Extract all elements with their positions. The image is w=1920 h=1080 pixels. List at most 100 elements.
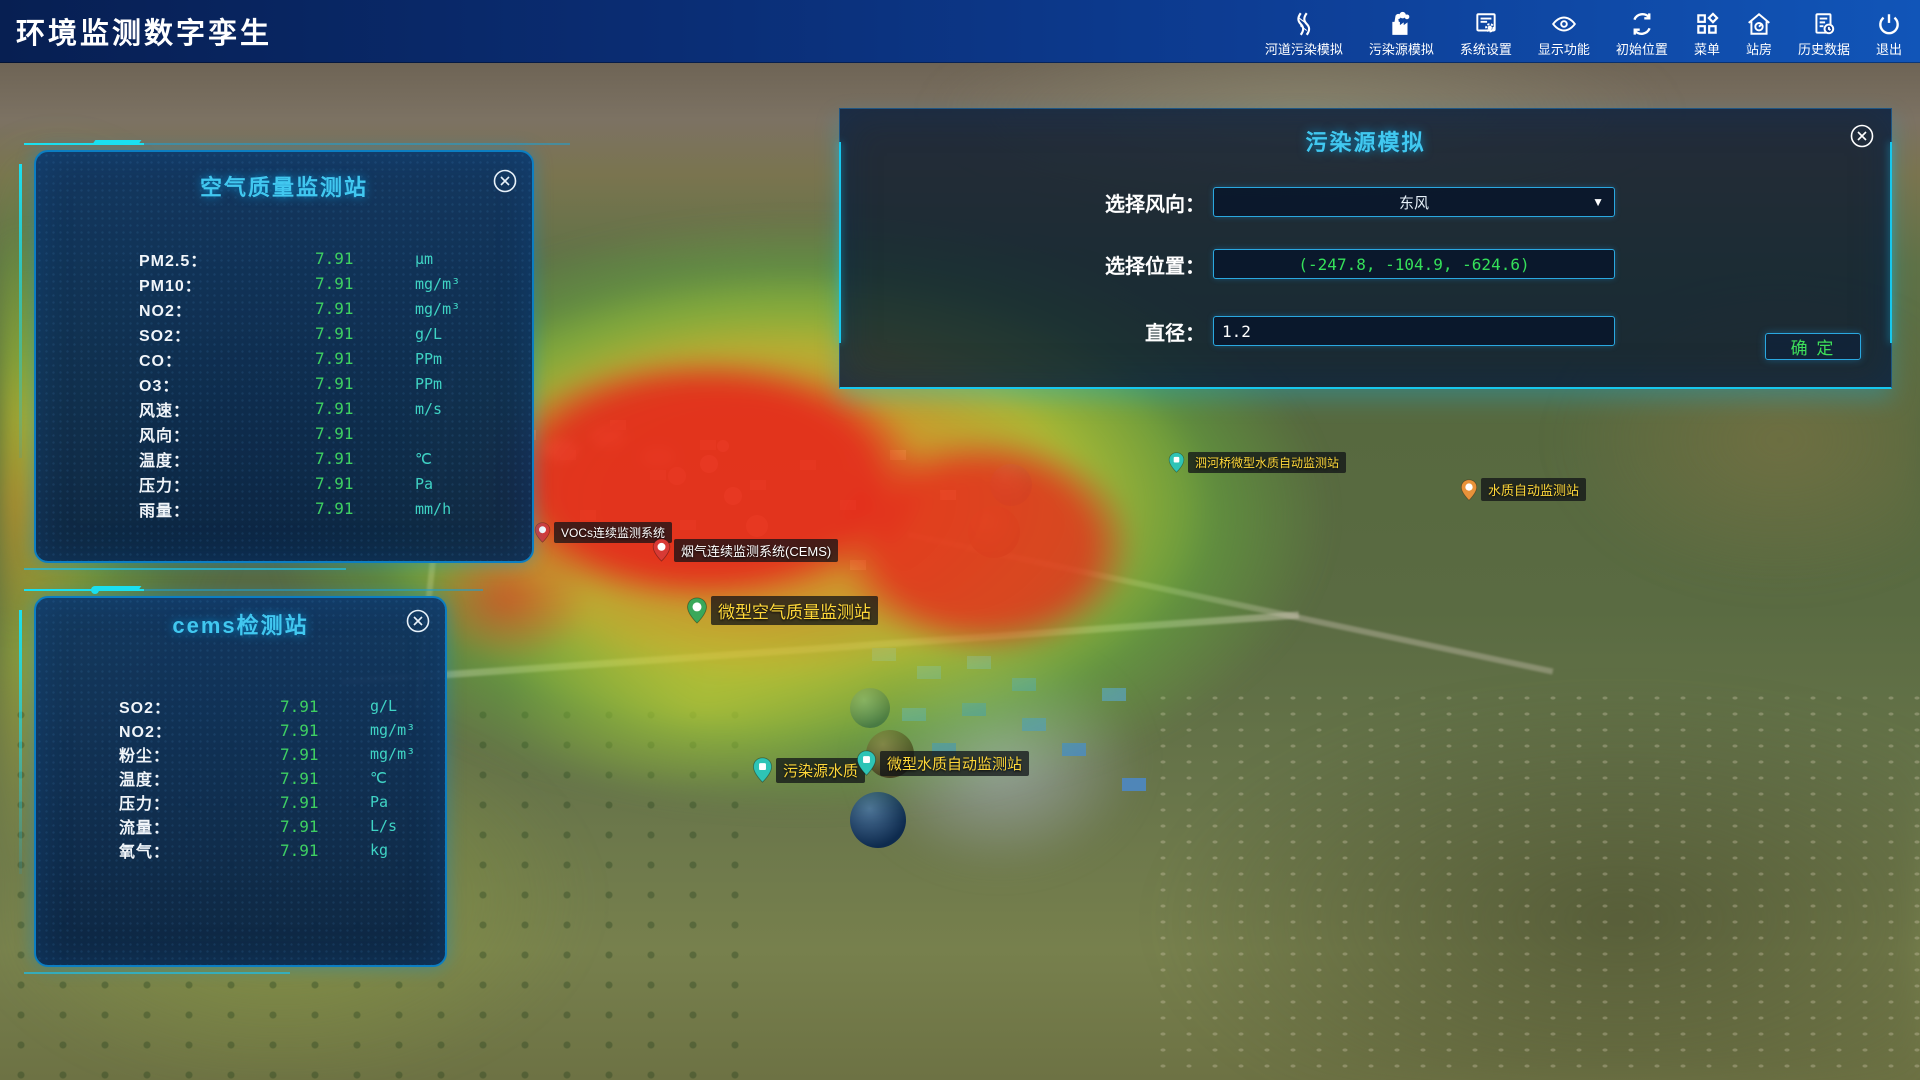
data-row: 雨量： 7.91 mm/h [139,499,452,520]
marker-pollution-source-water[interactable]: 污染源水质 [752,757,866,783]
data-row: NO2： 7.91 mg/m³ [119,720,416,742]
panel-title: 空气质量监测站 [199,175,368,200]
nav-pollution-source-sim[interactable]: 污染源模拟 [1369,5,1434,58]
data-row: NO2： 7.91 mg/m³ [139,299,461,320]
panel-deco-line [24,568,347,570]
data-row: O3： 7.91 PPm [139,374,443,395]
panel-deco-line [19,610,22,875]
data-row: 风向： 7.91 [139,424,354,445]
history-doc-icon [1811,11,1837,37]
wind-direction-select[interactable]: 东风 ▼ [1213,187,1615,217]
diameter-row: 直径： [840,316,1615,346]
marker-label: 微型水质自动监测站 [880,750,1030,776]
position-label: 选择位置： [1105,255,1205,278]
nav-river-pollution-sim[interactable]: 河道污染模拟 [1265,5,1343,58]
data-row: 压力： 7.91 Pa [119,792,389,814]
nav-display-functions[interactable]: 显示功能 [1538,5,1590,58]
page-title: 环境监测数字孪生 [16,18,273,50]
data-row: 风速： 7.91 m/s [139,399,443,420]
marker-sihe-bridge-water[interactable]: 泗河桥微型水质自动监测站 [1168,452,1347,473]
marker-label: 水质自动监测站 [1481,478,1587,501]
air-quality-rows: PM2.5： 7.91 μm PM10： 7.91 mg/m³ NO2： 7.91 mg/m… [36,246,532,521]
river-waves-icon [1291,11,1317,37]
data-row: CO： 7.91 PPm [139,349,443,370]
nav-label: 菜单 [1693,41,1720,57]
wind-direction-label: 选择风向： [1105,193,1205,216]
nav-station-house[interactable]: 站房 [1746,5,1772,58]
gas-sphere-tank [850,688,890,728]
panel-deco-dot [91,586,99,594]
panel-deco-line [19,164,22,459]
data-row: 氧气： 7.91 kg [119,840,389,862]
data-row: 压力： 7.91 Pa [139,474,434,495]
map-pin-icon [856,750,877,776]
reset-icon [1629,11,1655,37]
smoke-plume [545,440,579,462]
city-texture [1150,690,1920,1080]
chevron-down-icon: ▼ [1592,195,1604,209]
position-display[interactable]: (-247.8, -104.9, -624.6) [1213,249,1615,279]
close-icon[interactable] [405,608,431,634]
nav-initial-position[interactable]: 初始位置 [1616,5,1668,58]
data-row: SO2： 7.91 g/L [139,324,443,345]
app-header: 环境监测数字孪生 河道污染模拟 污染源模拟 系统设置 显示功能 初始位置 [0,0,1920,63]
blue-roof-buildings [872,648,896,661]
settings-doc-icon [1473,11,1499,37]
eye-icon [1551,11,1577,37]
nav-label: 污染源模拟 [1368,41,1434,57]
gas-sphere-tank [968,506,1020,558]
gas-sphere-tank [850,792,906,848]
data-row: 流量： 7.91 L/s [119,816,398,838]
panel-title: cems检测站 [172,613,309,638]
position-value: (-247.8, -104.9, -624.6) [1298,254,1530,274]
station-house-icon [1746,11,1772,37]
position-row: 选择位置： (-247.8, -104.9, -624.6) [840,249,1615,279]
diameter-label: 直径： [1145,322,1205,345]
pollution-source-sim-panel: 污染源模拟 选择风向： 东风 ▼ 选择位置： (-247.8, -104.9, … [839,108,1892,389]
data-row: PM10： 7.91 mg/m³ [139,274,461,295]
data-row: 温度： 7.91 ℃ [119,768,387,790]
cems-rows: SO2： 7.91 g/L NO2： 7.91 mg/m³ 粉尘： 7.91 mg/m³ 温… [36,694,445,862]
diameter-input[interactable] [1213,316,1615,346]
map-pin-icon [687,597,707,624]
map-pin-icon [652,538,671,562]
close-icon[interactable] [492,168,518,194]
wind-direction-value: 东风 [1398,194,1429,212]
nav-menu[interactable]: 菜单 [1694,5,1720,58]
nav-label: 显示功能 [1537,41,1590,57]
marker-label: 污染源水质 [776,757,866,783]
power-icon [1876,11,1902,37]
nav-label: 历史数据 [1797,41,1850,57]
air-quality-panel: 空气质量监测站 PM2.5： 7.91 μm PM10： 7.91 mg/m³ NO2：… [19,140,570,570]
marker-label: 泗河桥微型水质自动监测站 [1188,452,1347,473]
nav-history-data[interactable]: 历史数据 [1798,5,1850,58]
marker-micro-water-quality[interactable]: 微型水质自动监测站 [856,750,1030,776]
nav-system-settings[interactable]: 系统设置 [1460,5,1512,58]
nav-exit[interactable]: 退出 [1876,5,1902,58]
marker-micro-air-quality[interactable]: 微型空气质量监测站 [686,596,878,625]
marker-label: 微型空气质量监测站 [711,596,878,625]
map-pin-icon [534,522,551,543]
data-row: PM2.5： 7.91 μm [139,249,434,270]
panel-deco-line [24,972,290,974]
nav-label: 河道污染模拟 [1264,41,1343,57]
marker-cems-flue-gas[interactable]: 烟气连续监测系统(CEMS) [652,538,839,562]
confirm-button[interactable]: 确 定 [1765,333,1861,360]
nav-label: 站房 [1745,41,1772,57]
data-row: 粉尘： 7.91 mg/m³ [119,744,416,766]
wind-direction-row: 选择风向： 东风 ▼ [840,187,1615,217]
map-pin-icon [1168,452,1185,473]
data-row: SO2： 7.91 g/L [119,696,398,718]
data-row: 温度： 7.91 ℃ [139,449,432,470]
factory-icon [1388,11,1414,37]
close-icon[interactable] [1849,123,1875,149]
road [906,531,1554,675]
storage-tanks [700,455,718,473]
panel-deco-line [24,140,570,145]
nav-label: 系统设置 [1459,41,1512,57]
cems-panel: cems检测站 SO2： 7.91 g/L NO2： 7.91 mg/m³ 粉尘： 7.9… [19,586,483,974]
menu-grid-icon [1694,11,1720,37]
map-pin-icon [752,757,773,783]
marker-auto-water-quality[interactable]: 水质自动监测站 [1460,478,1587,501]
